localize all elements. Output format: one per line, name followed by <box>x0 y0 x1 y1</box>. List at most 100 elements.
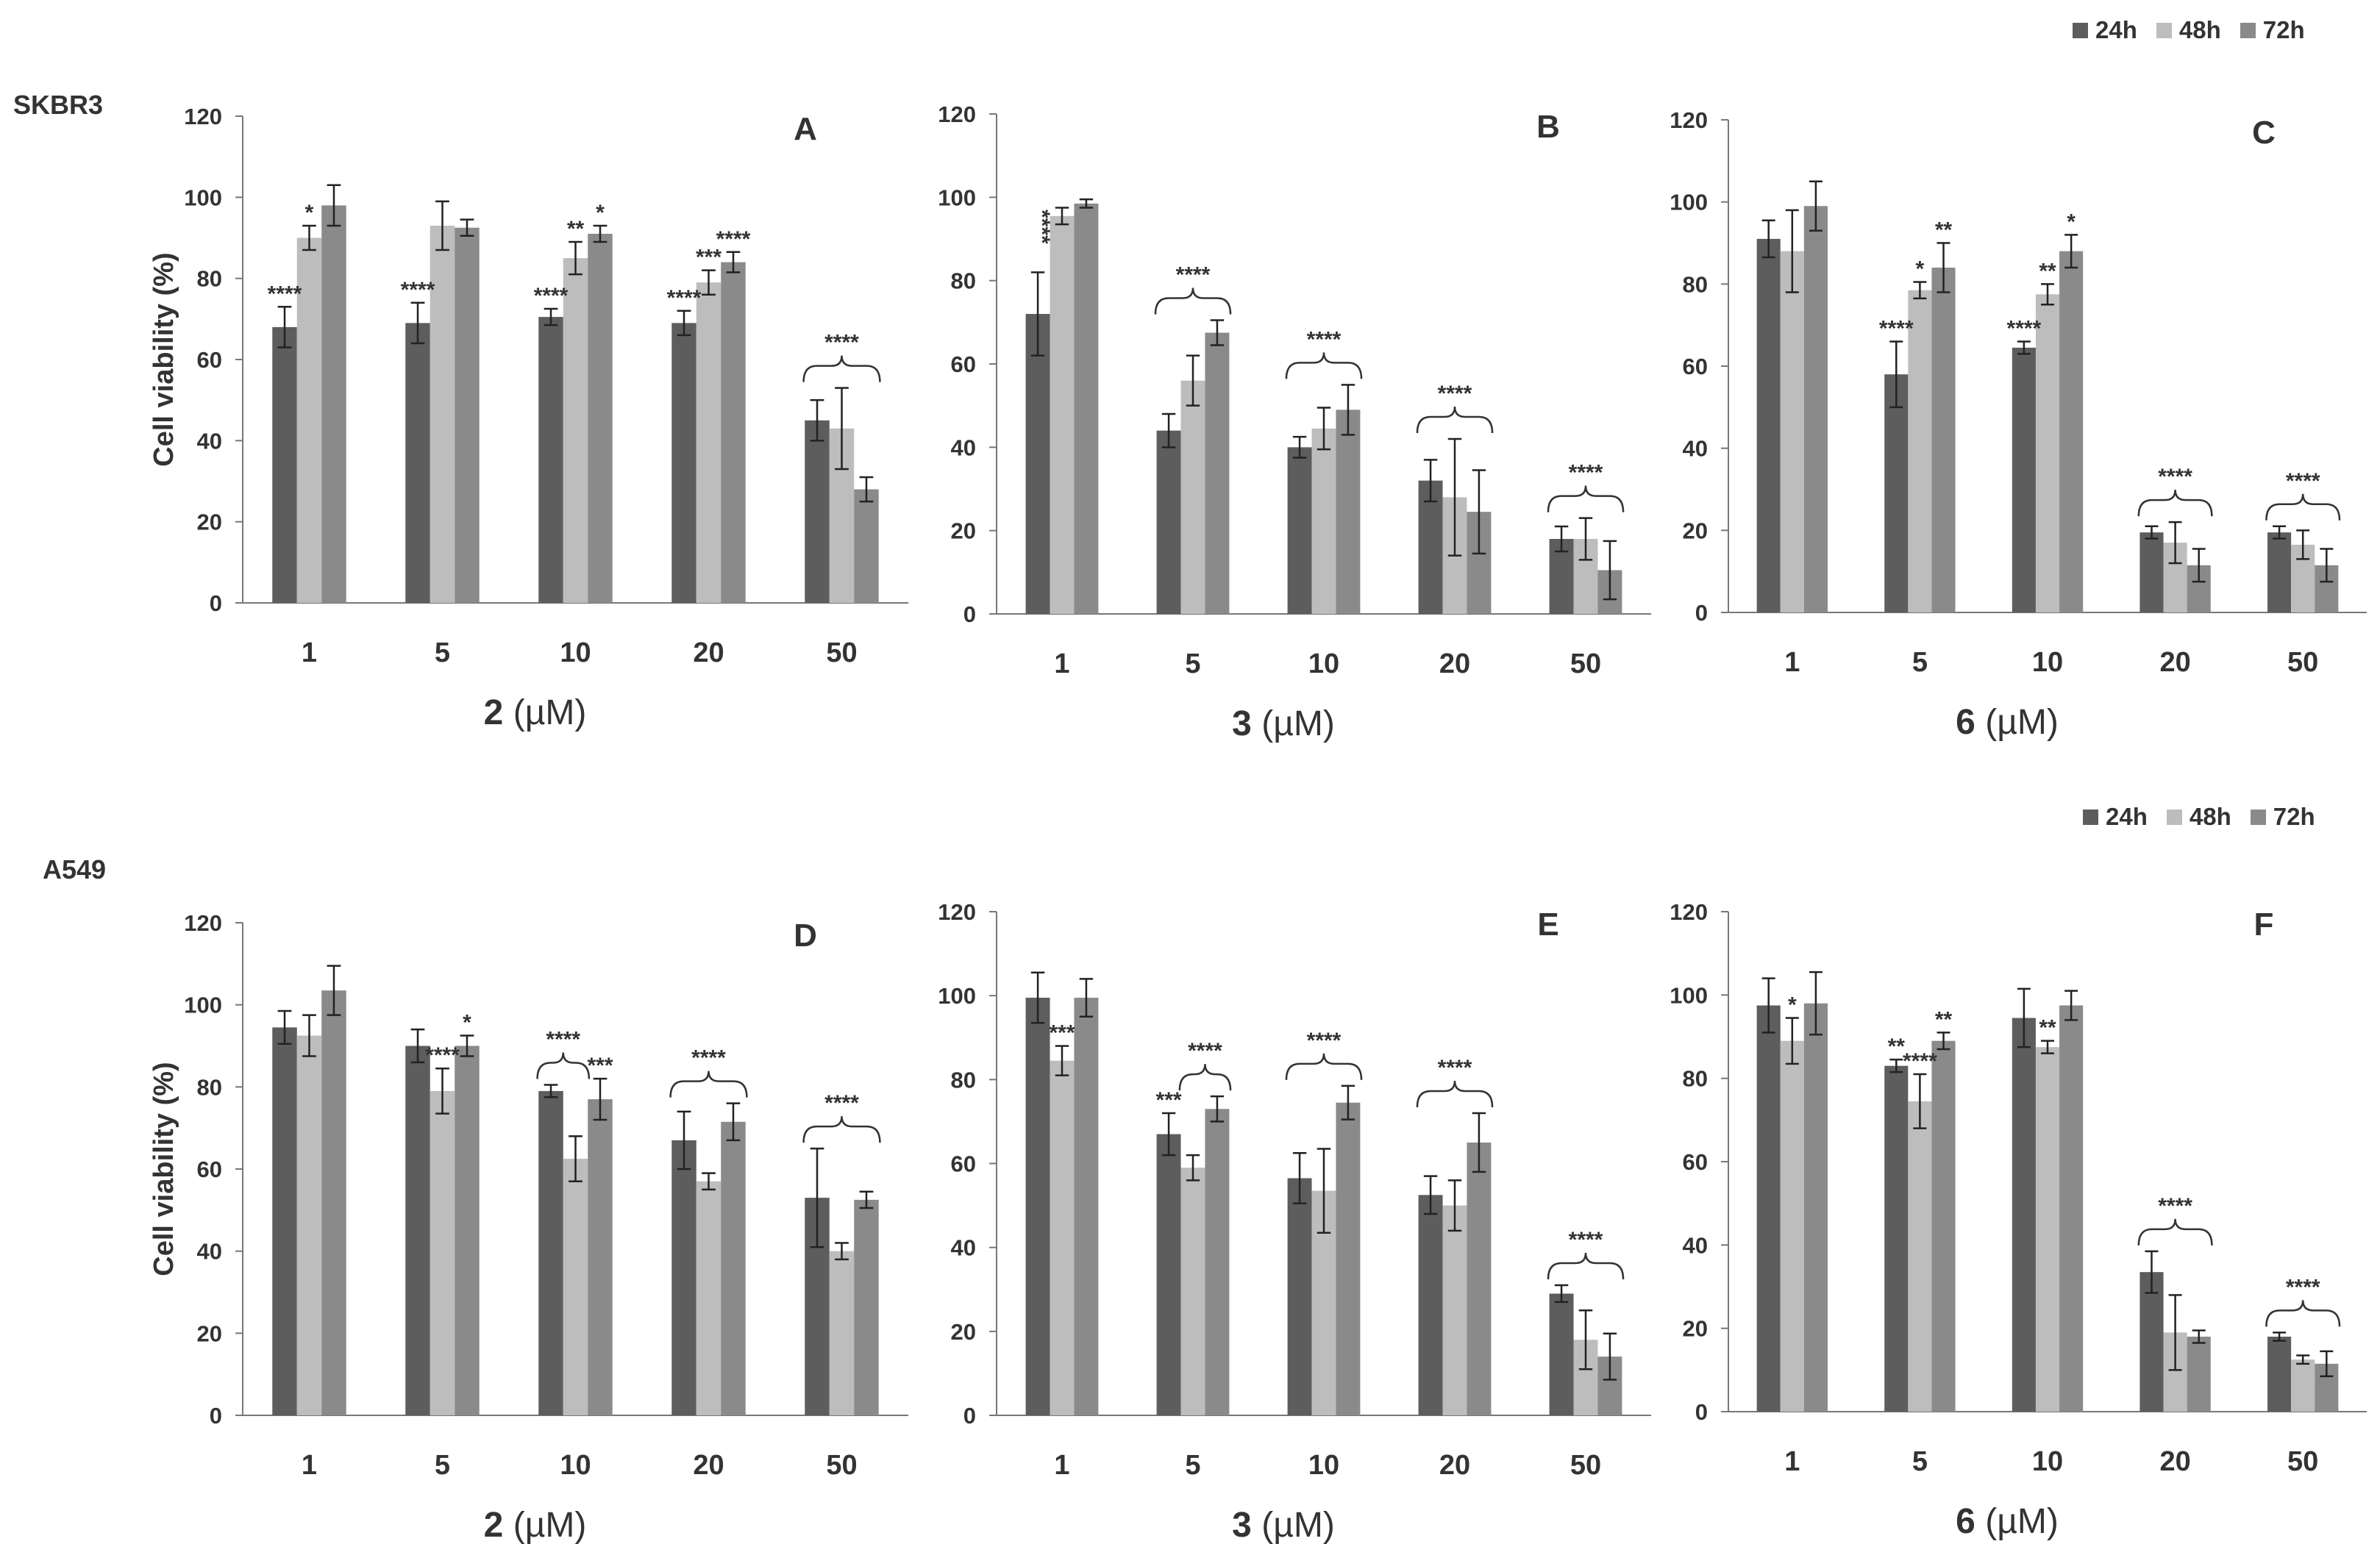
bar-48h-50 <box>2291 1359 2315 1412</box>
x-category-label: 5 <box>435 1450 450 1481</box>
bar-24h-10 <box>1287 447 1312 614</box>
x-category-label: 5 <box>1912 647 1928 678</box>
x-category-label: 20 <box>693 1450 724 1481</box>
legend-swatch-24h <box>2083 809 2098 825</box>
y-tick-label: 20 <box>197 510 222 535</box>
y-tick-label: 100 <box>938 983 976 1009</box>
y-tick-label: 40 <box>1683 1232 1708 1258</box>
bar-72h-10 <box>1336 410 1361 614</box>
significance-label: **** <box>1438 1056 1472 1080</box>
bar-24h-1 <box>1756 1005 1781 1412</box>
bar-24h-10 <box>2012 1018 2036 1412</box>
panel-letter: C <box>2252 115 2276 151</box>
significance-label: **** <box>2158 465 2192 489</box>
significance-bracket <box>1547 485 1625 512</box>
legend-swatch-48h <box>2156 22 2172 38</box>
significance-label: * <box>2067 210 2076 234</box>
bar-72h-5 <box>455 1046 480 1415</box>
y-tick-label: 60 <box>197 1157 222 1182</box>
significance-label: * <box>1788 993 1797 1018</box>
significance-label: **** <box>2286 469 2320 493</box>
bar-24h-50 <box>2267 532 2292 612</box>
significance-bracket <box>669 1071 748 1098</box>
bar-48h-10 <box>563 1159 588 1415</box>
bar-24h-20 <box>1418 480 1443 614</box>
significance-bracket <box>536 1052 591 1079</box>
unit-label: (µM) <box>503 693 586 732</box>
y-tick-label: 0 <box>963 1403 976 1429</box>
bar-48h-50 <box>829 1251 855 1415</box>
significance-label: **** <box>2158 1194 2192 1218</box>
x-category-label: 10 <box>2032 1446 2063 1477</box>
significance-bracket <box>802 1116 881 1143</box>
bar-24h-5 <box>1884 1065 1909 1412</box>
significance-label: **** <box>716 227 751 251</box>
bar-24h-10 <box>2012 347 2036 612</box>
x-category-label: 1 <box>302 1450 317 1481</box>
significance-label: ** <box>1888 1034 1906 1059</box>
significance-label: **** <box>1176 263 1211 287</box>
x-axis-label: 2 (µM) <box>484 693 587 732</box>
x-category-label: 50 <box>1570 1450 1601 1481</box>
bar-48h-10 <box>2035 294 2060 612</box>
bar-24h-20 <box>671 323 696 603</box>
bar-72h-1 <box>321 205 346 603</box>
significance-label: **** <box>1188 1039 1222 1063</box>
y-tick-label: 120 <box>938 101 976 127</box>
y-tick-label: 60 <box>951 351 976 377</box>
y-tick-label: 40 <box>197 428 222 454</box>
y-tick-label: 80 <box>1683 1066 1708 1092</box>
bar-72h-1 <box>1074 203 1099 614</box>
significance-label: ** <box>2039 259 2056 283</box>
bar-48h-20 <box>696 282 722 603</box>
significance-label: ** <box>2039 1016 2056 1040</box>
y-tick-label: 100 <box>938 185 976 210</box>
unit-label: (µM) <box>1975 1502 2059 1541</box>
y-tick-label: 60 <box>1683 1149 1708 1175</box>
compound-label: 3 <box>1232 1506 1252 1544</box>
panel-letter: A <box>794 111 817 147</box>
bar-24h-5 <box>405 1046 430 1415</box>
legend-swatch-72h <box>2250 809 2266 825</box>
bar-24h-20 <box>2139 1272 2164 1412</box>
y-tick-label: 20 <box>951 518 976 544</box>
y-tick-label: 40 <box>951 435 976 460</box>
chart-panel-b: 0 20 40 60 80 100 120 1 5 10 20 50 **** **** **** **** *… <box>938 101 1651 743</box>
compound-label: 2 <box>484 693 504 732</box>
bar-48h-10 <box>1311 428 1336 614</box>
significance-label: **** <box>268 282 302 306</box>
bar-24h-5 <box>1156 1134 1181 1415</box>
x-axis-label: 6 (µM) <box>1956 703 2059 742</box>
bar-24h-1 <box>1025 998 1050 1415</box>
significance-label: **** <box>2286 1275 2320 1299</box>
significance-label: * <box>305 201 314 225</box>
y-tick-label: 40 <box>197 1239 222 1265</box>
bar-48h-1 <box>1780 1040 1804 1412</box>
legend-top: 24h 48h 72h <box>2073 16 2305 44</box>
bar-24h-5 <box>1156 430 1181 614</box>
bar-24h-1 <box>1756 238 1781 612</box>
bar-24h-20 <box>671 1140 696 1415</box>
x-category-label: 50 <box>1570 648 1601 679</box>
significance-label: *** <box>1156 1088 1182 1112</box>
x-category-label: 20 <box>1439 648 1470 679</box>
bar-72h-20 <box>721 262 746 603</box>
significance-bracket <box>2265 1300 2341 1327</box>
legend-label-48h: 48h <box>2189 803 2231 830</box>
bar-72h-5 <box>1931 268 1956 612</box>
significance-label: **** <box>667 286 702 310</box>
legend-item-24h: 24h <box>2073 16 2137 44</box>
significance-label: *** <box>696 246 722 270</box>
bar-72h-10 <box>2059 1005 2084 1412</box>
bar-48h-5 <box>430 225 455 603</box>
x-category-label: 50 <box>826 1450 857 1481</box>
bar-24h-10 <box>538 1090 563 1415</box>
significance-label: **** <box>2007 317 2042 341</box>
panel-letter: E <box>1537 907 1558 943</box>
x-category-label: 20 <box>693 637 724 668</box>
significance-label: **** <box>1307 1029 1342 1053</box>
bar-48h-1 <box>1050 215 1075 614</box>
y-tick-label: 60 <box>1683 354 1708 379</box>
bar-72h-1 <box>1803 206 1828 612</box>
